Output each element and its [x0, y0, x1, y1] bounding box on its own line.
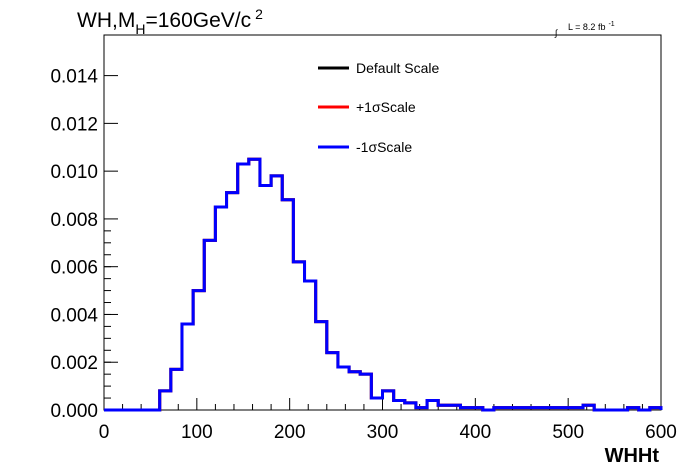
histogram-series-line	[104, 157, 663, 412]
y-tick-label: 0.010	[50, 162, 98, 183]
y-tick-label: 0.008	[50, 210, 98, 231]
x-tick-label: 600	[645, 422, 677, 443]
y-tick-label: 0.012	[50, 114, 98, 135]
x-tick-label: 100	[181, 422, 213, 443]
x-axis-label: WHHt	[605, 445, 660, 467]
legend-entry-label: +1σScale	[356, 99, 416, 115]
y-tick-label: 0.004	[50, 305, 98, 326]
chart-title: WH,MH=160GeV/c 2	[77, 6, 263, 37]
x-tick-label: 300	[367, 422, 399, 443]
legend: Default Scale +1σScale -1σScale	[318, 60, 439, 155]
x-tick-label: 400	[459, 422, 491, 443]
lumi-integral-sign: ∫	[554, 28, 559, 38]
legend-entry-label: -1σScale	[356, 139, 412, 155]
y-tick-label: 0.002	[50, 353, 98, 374]
y-tick-label: 0.014	[50, 67, 98, 88]
histogram-curves	[104, 157, 663, 412]
histogram-series-line	[104, 157, 663, 412]
x-tick-label: 0	[99, 422, 110, 443]
plot-frame	[103, 34, 662, 411]
y-tick-label: 0.000	[50, 401, 98, 422]
legend-entry-label: Default Scale	[356, 60, 439, 76]
histogram-series-line	[104, 157, 663, 412]
y-tick-label: 0.006	[50, 258, 98, 279]
x-tick-label: 500	[552, 422, 584, 443]
y-axis: 0.000 0.002 0.004 0.006 0.008 0.010 0.012 0.014	[50, 67, 118, 422]
lumi-label: L = 8.2 fb -1	[568, 21, 615, 32]
x-tick-label: 200	[274, 422, 306, 443]
